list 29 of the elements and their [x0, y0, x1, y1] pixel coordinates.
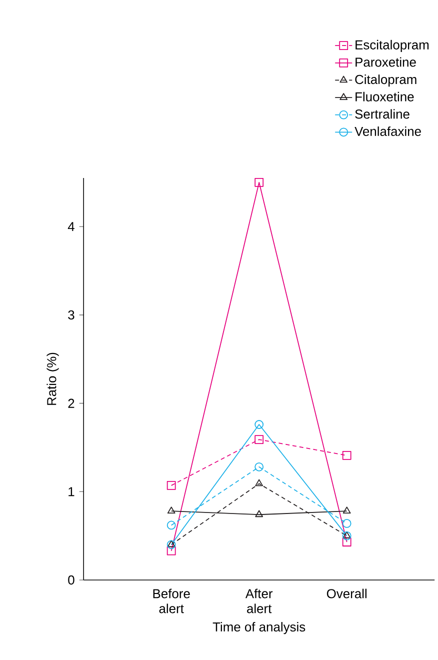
x-axis-title: Time of analysis [213, 622, 306, 634]
legend-label: Venlafaxine [354, 126, 422, 136]
y-axis-title: Ratio (%) [46, 352, 59, 405]
legend-label: Sertraline [355, 109, 410, 119]
x-tick-label: Before alert [154, 588, 190, 614]
point [255, 510, 264, 518]
y-tick-label: 2 [68, 398, 74, 408]
point [254, 178, 264, 187]
point [167, 546, 176, 556]
y-tick-label: 1 [68, 487, 74, 496]
x-tick-label: After alert [246, 588, 273, 614]
x-tick-label: Overall [327, 588, 367, 598]
y-tick-label: 0 [68, 575, 75, 585]
point [168, 506, 176, 514]
point [255, 479, 264, 486]
legend-label: Citalopram [355, 74, 416, 87]
point [343, 506, 351, 514]
point [167, 520, 176, 530]
y-tick-label: 3 [68, 310, 74, 320]
y-tick-label: 4 [68, 222, 75, 232]
point [342, 450, 352, 460]
point [254, 462, 264, 472]
point [254, 420, 264, 429]
point [167, 481, 176, 490]
legend-label: Paroxetine [356, 57, 416, 67]
legend-label: Escitalopram [356, 40, 429, 52]
point [254, 435, 264, 444]
legend-label: Fluoxetine [356, 92, 414, 102]
point [342, 519, 352, 528]
